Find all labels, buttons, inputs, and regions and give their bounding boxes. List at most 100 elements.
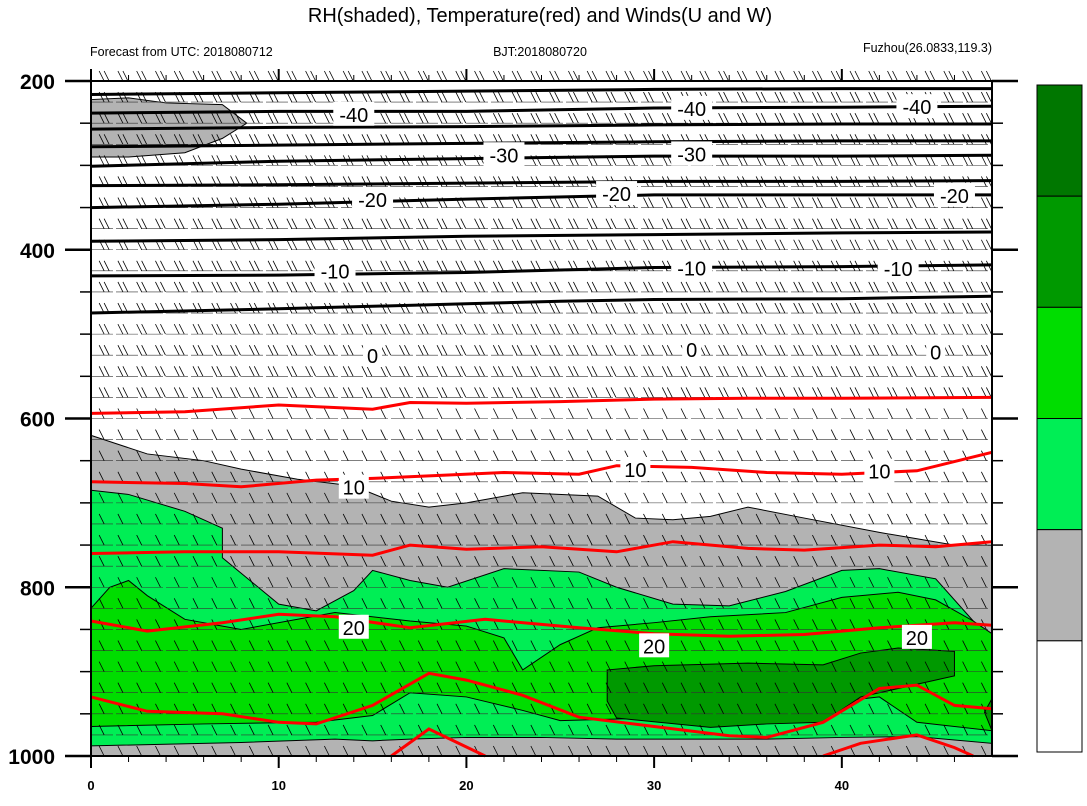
wind-barb bbox=[887, 281, 893, 293]
wind-barb bbox=[366, 70, 373, 82]
wind-barb bbox=[910, 345, 917, 356]
wind-barb bbox=[699, 366, 706, 377]
wind-barb bbox=[305, 745, 311, 757]
wind-barb bbox=[986, 113, 992, 124]
wind-barb bbox=[417, 345, 424, 356]
wind-barb bbox=[329, 323, 335, 335]
wind-barb bbox=[605, 323, 612, 335]
wind-barb bbox=[812, 302, 818, 314]
wind-barb bbox=[286, 682, 293, 693]
wind-barb bbox=[943, 598, 950, 609]
wind-barb bbox=[661, 661, 668, 672]
wind-barb bbox=[666, 387, 673, 398]
wind-barb bbox=[291, 239, 298, 250]
wind-barb bbox=[530, 239, 537, 250]
wind-barb bbox=[986, 134, 992, 145]
wind-barb bbox=[155, 577, 161, 588]
wind-barb bbox=[305, 387, 311, 398]
wind-barb bbox=[291, 281, 298, 293]
wind-barb bbox=[286, 408, 293, 419]
wind-barb bbox=[436, 366, 443, 377]
wind-barb bbox=[511, 513, 518, 525]
wind-barb bbox=[417, 260, 424, 272]
wind-barb bbox=[98, 387, 105, 398]
wind-barb bbox=[817, 113, 823, 124]
wind-barb bbox=[962, 91, 968, 103]
temperature-isotherm bbox=[90, 395, 993, 415]
wind-barb bbox=[910, 70, 917, 82]
wind-barb bbox=[230, 682, 236, 693]
wind-barb bbox=[310, 134, 316, 145]
temperature-isotherm bbox=[90, 612, 993, 638]
wind-barb bbox=[173, 218, 180, 229]
wind-barb bbox=[967, 218, 973, 229]
wind-barb bbox=[943, 555, 950, 567]
wind-barb bbox=[455, 534, 462, 546]
wind-barb bbox=[718, 703, 724, 714]
wind-barb bbox=[849, 345, 856, 356]
wind-barb bbox=[605, 471, 612, 482]
wind-barb bbox=[798, 281, 805, 293]
wind-barb bbox=[305, 218, 311, 229]
wind-barb bbox=[605, 113, 612, 124]
x-tick-label: 40 bbox=[835, 778, 849, 793]
wind-barb bbox=[648, 260, 654, 272]
wind-barb bbox=[586, 323, 593, 335]
wind-barb bbox=[591, 345, 598, 356]
wind-barb bbox=[868, 598, 875, 609]
wind-barb bbox=[586, 703, 593, 714]
wind-barb bbox=[610, 70, 617, 82]
wind-barb bbox=[981, 745, 987, 757]
wind-barb bbox=[943, 471, 950, 482]
wind-barb bbox=[155, 281, 161, 293]
wind-barb bbox=[943, 91, 950, 103]
wind-barb bbox=[436, 661, 443, 672]
wind-barb bbox=[155, 745, 161, 757]
wind-barb bbox=[399, 640, 405, 651]
wind-barb bbox=[868, 724, 875, 736]
temperature-isotherm bbox=[90, 230, 993, 243]
wind-barb bbox=[192, 134, 199, 145]
wind-barb bbox=[230, 323, 236, 335]
isotherm-label: -10 bbox=[321, 262, 350, 284]
wind-barb bbox=[704, 387, 711, 398]
wind-barb bbox=[755, 682, 762, 693]
isotherm-label-bg bbox=[671, 255, 713, 280]
wind-barb bbox=[849, 134, 856, 145]
wind-barb bbox=[887, 197, 893, 208]
wind-barb bbox=[830, 703, 837, 714]
wind-barb bbox=[718, 345, 724, 356]
wind-barb bbox=[117, 70, 124, 82]
isotherm-label: -10 bbox=[677, 258, 706, 280]
wind-barb bbox=[680, 323, 687, 335]
wind-barb bbox=[905, 577, 912, 588]
wind-barb bbox=[497, 218, 504, 229]
wind-barb bbox=[380, 682, 387, 693]
wind-barb bbox=[849, 218, 856, 229]
wind-barb bbox=[291, 218, 298, 229]
wind-barb bbox=[718, 745, 724, 757]
wind-barb bbox=[887, 661, 893, 672]
wind-barb bbox=[554, 366, 560, 377]
wind-barb bbox=[197, 366, 204, 377]
wind-barb bbox=[943, 661, 950, 672]
wind-barb bbox=[342, 513, 349, 525]
wind-barb bbox=[385, 260, 392, 272]
wind-barb bbox=[680, 598, 687, 609]
wind-barb bbox=[812, 640, 818, 651]
wind-barb bbox=[117, 598, 124, 609]
wind-barb bbox=[98, 429, 105, 440]
wind-barb bbox=[417, 387, 424, 398]
wind-barb bbox=[661, 492, 668, 504]
wind-barb bbox=[661, 260, 668, 272]
wind-barb bbox=[779, 366, 786, 377]
wind-barb bbox=[812, 555, 818, 567]
wind-barb bbox=[943, 408, 950, 419]
wind-barb bbox=[661, 745, 668, 757]
wind-barb bbox=[310, 345, 316, 356]
wind-barb bbox=[868, 661, 875, 672]
wind-barb bbox=[455, 429, 462, 440]
wind-barb bbox=[943, 366, 950, 377]
wind-barb bbox=[718, 555, 724, 567]
wind-barb bbox=[117, 471, 124, 482]
